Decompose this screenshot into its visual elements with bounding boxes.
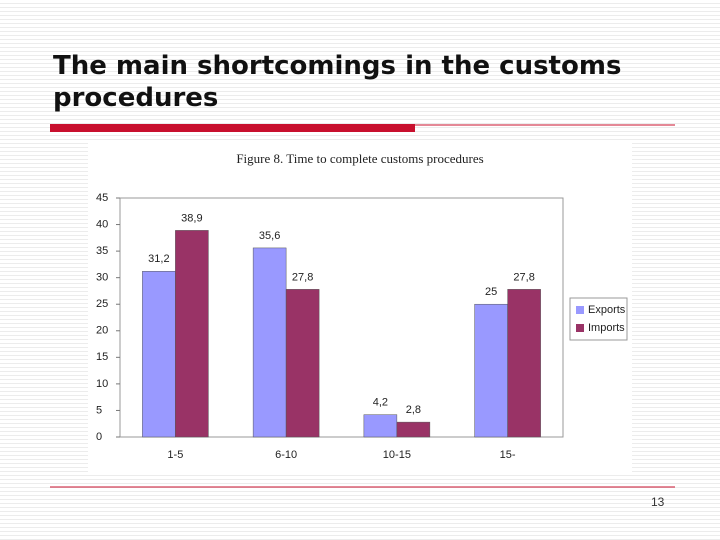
y-tick-label: 45 (96, 192, 108, 204)
x-tick-label: 15- (500, 449, 516, 461)
title-bar (50, 124, 415, 132)
legend-swatch (576, 306, 584, 314)
plot-frame (119, 197, 564, 438)
y-tick-label: 20 (96, 325, 108, 337)
value-label: 2,8 (406, 404, 421, 416)
x-tick-label: 10-15 (383, 449, 411, 461)
value-label: 31,2 (148, 253, 169, 265)
value-label: 35,6 (259, 230, 280, 242)
y-tick-label: 10 (96, 378, 108, 390)
value-label: 27,8 (513, 271, 534, 283)
slide-title: The main shortcomings in the customs pro… (53, 51, 622, 113)
y-tick-label: 25 (96, 298, 108, 310)
value-label: 25 (485, 286, 497, 298)
bar (252, 247, 287, 438)
bar (175, 230, 209, 438)
y-tick-label: 30 (96, 272, 108, 284)
legend-label: Imports (588, 322, 625, 334)
y-tick-label: 5 (96, 404, 102, 416)
y-tick-label: 40 (96, 218, 108, 230)
bar (142, 271, 176, 438)
bar (285, 289, 320, 438)
value-label: 38,9 (181, 212, 202, 224)
y-tick-label: 35 (96, 245, 108, 257)
value-label: 27,8 (292, 271, 313, 283)
bar (474, 303, 508, 438)
bar (507, 289, 541, 438)
page-number: 13 (651, 495, 665, 509)
legend-label: Exports (588, 304, 626, 316)
chart-title: Figure 8. Time to complete customs proce… (236, 151, 483, 166)
x-tick-label: 6-10 (275, 449, 297, 461)
y-tick-label: 15 (96, 351, 108, 363)
legend-box (569, 297, 628, 341)
bar (363, 414, 398, 438)
value-label: 4,2 (373, 397, 388, 409)
legend-swatch (576, 324, 584, 332)
y-tick-label: 0 (96, 431, 102, 443)
x-tick-label: 1-5 (167, 449, 183, 461)
bar (396, 421, 431, 438)
